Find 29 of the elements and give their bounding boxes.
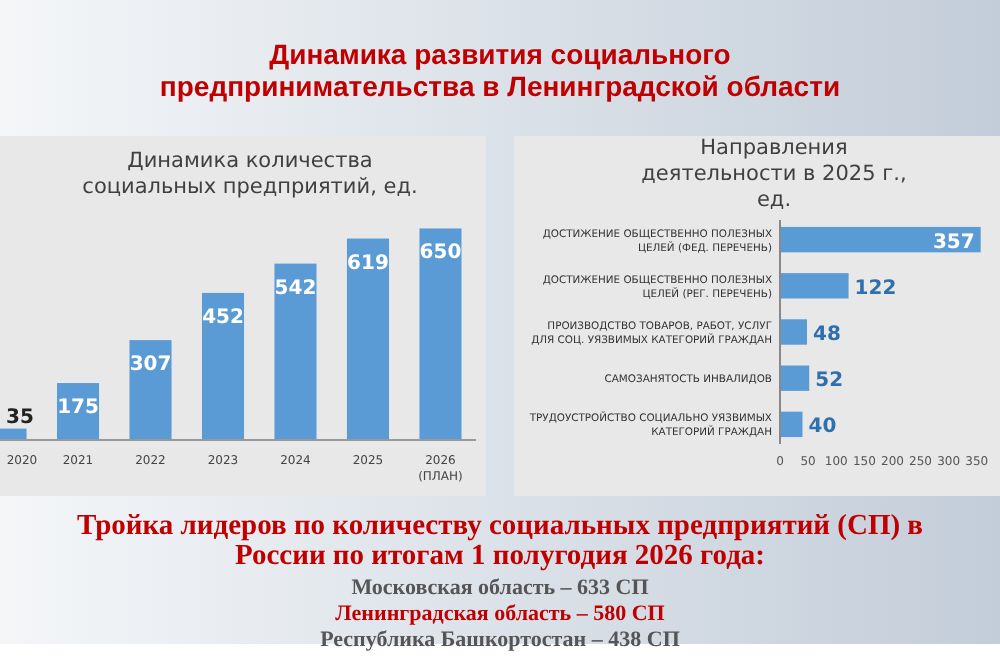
text: Ленинградская область – 580 СП	[335, 602, 666, 626]
bar	[274, 263, 317, 440]
data-label: 175	[57, 397, 99, 420]
bar	[780, 273, 849, 299]
bar	[419, 228, 462, 440]
text: Московская область – 633 СП	[351, 576, 650, 600]
data-label: 542	[274, 277, 317, 300]
data-label: 122	[854, 277, 897, 300]
data-label: 307	[129, 354, 172, 377]
data-label: 52	[815, 370, 844, 393]
text: Тройка лидеров по количеству социальных предприятий (СП) в России по итогам 1 полугодия 2026 года:	[76, 510, 924, 572]
bar	[129, 340, 172, 440]
bar	[780, 411, 803, 438]
data-label: 619	[347, 252, 389, 275]
text: Динамика развития социального предпринимательства в Ленинградской области	[159, 38, 841, 102]
bar	[780, 226, 981, 253]
bar	[346, 238, 390, 440]
bar	[780, 365, 810, 391]
data-label: 452	[202, 306, 244, 329]
bar	[201, 292, 245, 440]
data-label: 35	[6, 406, 34, 429]
text: Республика Башкортостан – 438 СП	[320, 628, 681, 652]
data-label: 650	[419, 242, 462, 265]
chart-title: Динамика количества социальных предприятий, ед.	[82, 149, 418, 199]
chart-title: Направления деятельности в 2025 г., ед.	[641, 136, 907, 212]
data-label: 48	[812, 324, 841, 346]
data-label: 40	[808, 416, 837, 439]
bar	[780, 319, 807, 345]
data-label: 357	[932, 231, 975, 254]
